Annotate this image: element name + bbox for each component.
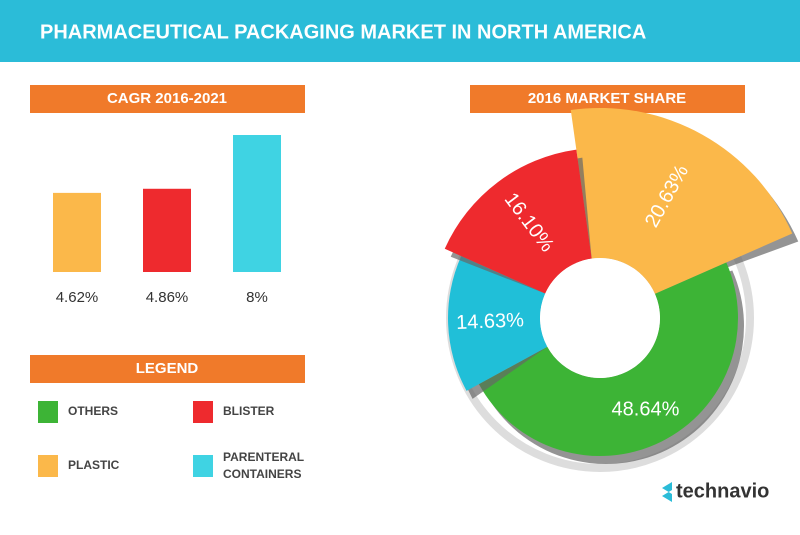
logo: technavio: [676, 480, 769, 502]
bar: [233, 135, 281, 272]
legend-swatch: [38, 401, 58, 423]
legend-label: BLISTER: [223, 404, 275, 418]
pie-title: 2016 MARKET SHARE: [528, 90, 686, 107]
pie-slice: [478, 262, 739, 457]
value-label: 4.86%: [146, 289, 189, 306]
value-label: 8%: [246, 289, 268, 306]
legend-title-bg: [30, 355, 305, 383]
legend-swatch: [193, 455, 213, 477]
page-title: PHARMACEUTICAL PACKAGING MARKET IN NORTH…: [40, 21, 646, 43]
legend-title: LEGEND: [136, 360, 199, 377]
legend-label: PLASTIC: [68, 458, 120, 472]
header-bar: [0, 0, 800, 62]
legend-label: PARENTERAL CONTAINERS: [223, 450, 304, 481]
value-label: 4.62%: [56, 289, 99, 306]
legend-swatch: [193, 401, 213, 423]
pie-slice: [447, 256, 548, 391]
pie-slice: [570, 108, 793, 294]
bar: [143, 188, 191, 272]
pie-hole: [540, 258, 660, 378]
bar-title: CAGR 2016-2021: [107, 90, 227, 107]
slice-label: 14.63%: [456, 309, 525, 334]
pie-slice: [444, 149, 592, 294]
logo-icon: [662, 482, 672, 502]
slice-label: 48.64%: [612, 399, 680, 421]
bar-title-bg: [30, 85, 305, 113]
legend-swatch: [38, 455, 58, 477]
legend-label: OTHERS: [68, 404, 118, 418]
bar: [53, 192, 101, 272]
